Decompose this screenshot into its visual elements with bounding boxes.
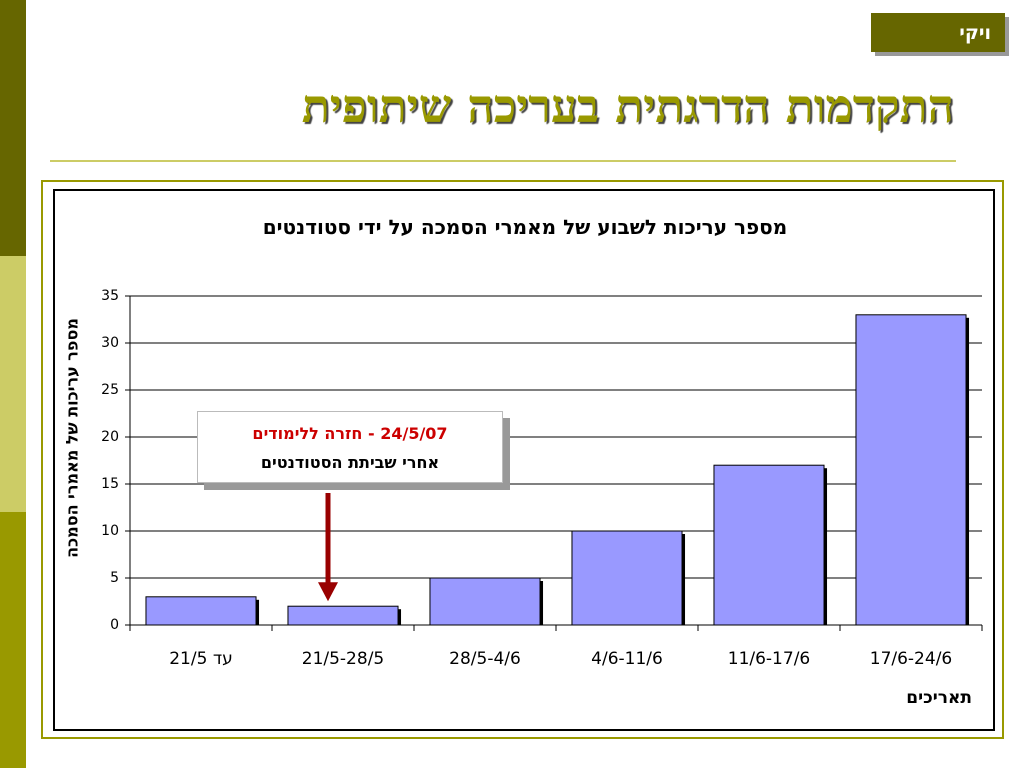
y-tick-label: 35 [101,288,119,304]
bar [287,605,399,626]
bar [429,577,541,626]
x-tick-label: 28/5-4/6 [449,649,521,669]
x-tick-label: 21/5-28/5 [301,649,385,669]
callout-line-2: אחרי שביתת הסטודנטים [260,453,440,472]
x-axis-label: תאריכים [906,688,972,708]
bar [571,530,683,626]
x-tick-label: 17/6-24/6 [869,649,953,669]
x-tick-label: 11/6-17/6 [727,649,811,669]
x-tick-label: 4/6-11/6 [591,649,663,669]
bar [145,596,257,626]
side-stripe-top [0,0,26,256]
chart-title: מספר עריכות לשבוע של מאמרי הסמכה על ידי … [262,215,788,239]
side-stripe-bottom [0,512,26,768]
wiki-tag: ויקי [871,13,1005,52]
wiki-tag-label: ויקי [959,22,991,44]
title-divider [50,160,956,162]
side-stripe-middle [0,256,26,512]
chart-frame [41,180,1004,739]
y-tick-label: 0 [110,617,119,633]
bar [713,464,825,626]
y-tick-label: 30 [101,335,119,351]
y-tick-label: 5 [110,570,119,586]
y-tick-label: 25 [101,382,119,398]
strike-callout: 24/5/07 - חזרה ללימודים אחרי שביתת הסטוד… [197,411,503,483]
bar [855,314,967,626]
slide-title: התקדמות הדרגתית בעריכה שיתופית [301,79,954,133]
x-tick-label: עד 21/5 [169,649,233,669]
callout-arrow-head [318,582,338,602]
callout-line-1: 24/5/07 - חזרה ללימודים [252,424,448,443]
y-tick-label: 10 [101,523,119,539]
y-tick-label: 20 [101,429,119,445]
y-tick-label: 15 [101,476,119,492]
